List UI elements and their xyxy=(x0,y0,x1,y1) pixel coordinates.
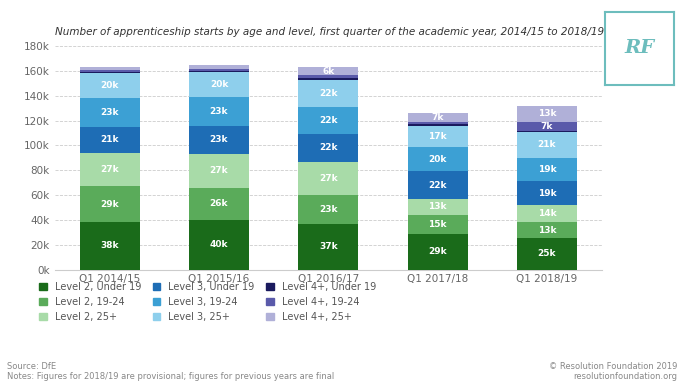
Bar xyxy=(189,69,249,71)
Bar xyxy=(298,134,358,162)
Text: 7k: 7k xyxy=(432,113,444,122)
Bar xyxy=(79,98,140,127)
Text: RF: RF xyxy=(624,39,655,57)
Bar xyxy=(189,126,249,154)
Bar xyxy=(298,79,358,80)
Bar xyxy=(517,181,577,205)
Text: 7k: 7k xyxy=(541,122,553,131)
Text: 19k: 19k xyxy=(538,189,556,198)
Text: 17k: 17k xyxy=(428,132,447,141)
Text: 25k: 25k xyxy=(538,249,556,258)
Bar xyxy=(408,126,468,147)
Text: 23k: 23k xyxy=(101,108,119,117)
Bar xyxy=(408,171,468,199)
Text: 20k: 20k xyxy=(428,155,447,164)
Bar xyxy=(408,122,468,124)
Text: 26k: 26k xyxy=(210,199,228,208)
Text: 15k: 15k xyxy=(428,220,447,229)
Bar xyxy=(408,234,468,270)
Bar xyxy=(298,75,358,79)
Bar xyxy=(189,72,249,97)
Text: Source: DfE
Notes: Figures for 2018/19 are provisional; figures for previous yea: Source: DfE Notes: Figures for 2018/19 a… xyxy=(7,362,334,381)
Bar xyxy=(189,65,249,69)
Text: 22k: 22k xyxy=(319,116,338,125)
Text: 22k: 22k xyxy=(319,89,338,98)
Bar xyxy=(517,205,577,223)
Text: 6k: 6k xyxy=(322,67,334,75)
Bar xyxy=(79,74,140,98)
Text: 13k: 13k xyxy=(428,203,447,211)
Bar xyxy=(189,154,249,187)
Bar xyxy=(517,122,577,131)
Text: © Resolution Foundation 2019
resolutionfoundation.org: © Resolution Foundation 2019 resolutionf… xyxy=(549,362,677,381)
Bar xyxy=(517,131,577,132)
Text: 20k: 20k xyxy=(101,81,119,90)
Bar xyxy=(408,124,468,126)
Bar xyxy=(189,97,249,126)
Text: 23k: 23k xyxy=(210,107,228,116)
Text: 27k: 27k xyxy=(210,166,228,176)
Text: 27k: 27k xyxy=(319,174,338,183)
Text: 38k: 38k xyxy=(101,241,119,250)
Text: 37k: 37k xyxy=(319,242,338,251)
Text: 23k: 23k xyxy=(210,136,228,144)
Text: 27k: 27k xyxy=(101,165,119,174)
Text: 21k: 21k xyxy=(101,136,119,144)
Text: 40k: 40k xyxy=(210,240,228,249)
Legend: Level 2, Under 19, Level 2, 19-24, Level 2, 25+, Level 3, Under 19, Level 3, 19-: Level 2, Under 19, Level 2, 19-24, Level… xyxy=(39,282,376,322)
Text: 19k: 19k xyxy=(538,165,556,174)
Bar xyxy=(189,71,249,72)
Bar xyxy=(408,113,468,122)
Text: 23k: 23k xyxy=(319,205,338,214)
Bar xyxy=(517,238,577,270)
Text: 14k: 14k xyxy=(538,209,556,218)
Bar xyxy=(79,223,140,270)
Text: 29k: 29k xyxy=(428,247,447,256)
Bar xyxy=(408,199,468,215)
Bar xyxy=(79,67,140,70)
Text: Number of apprenticeship starts by age and level, first quarter of the academic : Number of apprenticeship starts by age a… xyxy=(55,27,604,37)
Bar xyxy=(408,147,468,171)
Bar xyxy=(298,195,358,224)
Bar xyxy=(298,107,358,134)
Bar xyxy=(79,186,140,223)
Bar xyxy=(298,224,358,270)
Bar xyxy=(517,132,577,158)
Text: 13k: 13k xyxy=(538,109,556,118)
Bar xyxy=(517,158,577,181)
Bar xyxy=(298,80,358,107)
Text: 29k: 29k xyxy=(101,200,119,209)
Bar xyxy=(189,187,249,220)
Bar xyxy=(79,70,140,72)
Bar xyxy=(79,72,140,74)
Bar xyxy=(298,67,358,75)
Text: 22k: 22k xyxy=(319,144,338,152)
Text: 22k: 22k xyxy=(428,181,447,190)
Bar xyxy=(189,220,249,270)
Bar xyxy=(517,106,577,122)
Text: 21k: 21k xyxy=(538,140,556,149)
Bar xyxy=(79,127,140,153)
Text: 13k: 13k xyxy=(538,226,556,235)
Text: 20k: 20k xyxy=(210,80,228,89)
Bar xyxy=(408,215,468,234)
Bar xyxy=(517,223,577,238)
Bar xyxy=(298,162,358,195)
Bar xyxy=(79,153,140,186)
